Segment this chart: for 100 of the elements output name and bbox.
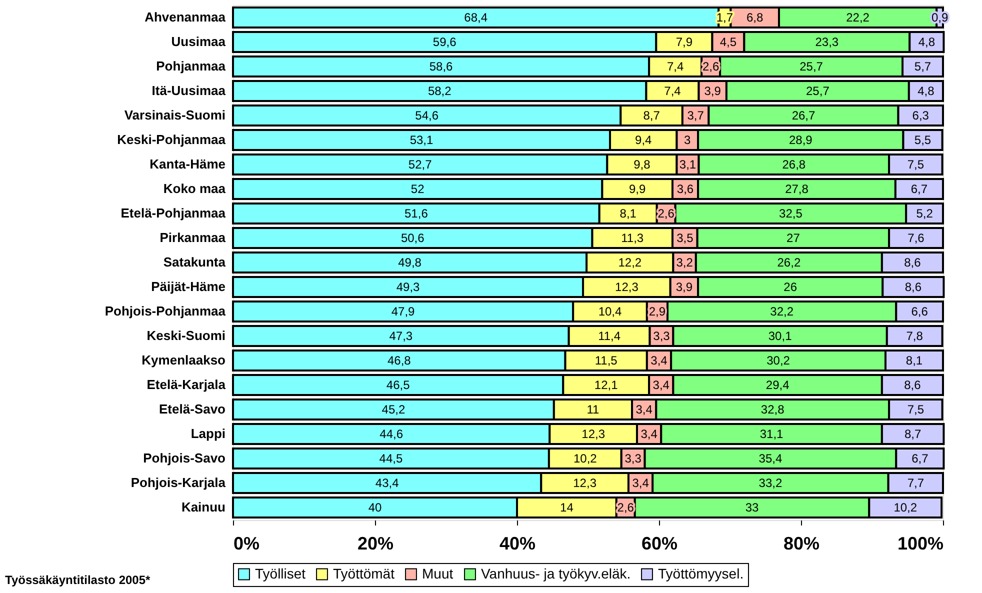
data-label: 7,6 xyxy=(908,231,925,245)
data-label: 12,3 xyxy=(615,280,639,294)
data-label: 12,2 xyxy=(618,256,642,270)
data-label: 2,6 xyxy=(658,206,675,220)
data-label: 45,2 xyxy=(382,402,406,417)
data-label: 8,7 xyxy=(643,108,660,122)
data-label: 3,2 xyxy=(676,256,694,270)
data-label: 9,4 xyxy=(635,133,652,147)
data-label: 46,5 xyxy=(386,378,410,392)
y-tick-label: Kainuu xyxy=(181,500,226,515)
data-label: 6,7 xyxy=(910,182,928,196)
data-label: 3,1 xyxy=(679,158,696,172)
data-label: 8,1 xyxy=(620,206,637,220)
x-tick-label: 40% xyxy=(499,534,536,554)
data-label: 49,3 xyxy=(396,280,420,294)
data-label: 3,9 xyxy=(704,84,722,98)
data-label: 33 xyxy=(745,500,760,515)
data-label: 5,2 xyxy=(916,206,934,220)
data-label: 8,6 xyxy=(904,256,922,270)
data-label: 29,4 xyxy=(766,378,790,392)
y-tick-label: Pohjois-Karjala xyxy=(130,475,226,490)
y-tick-label: Lappi xyxy=(190,426,226,442)
y-tick-label: Päijät-Häme xyxy=(151,279,226,294)
data-label: 11,5 xyxy=(594,354,618,368)
data-label: 33,2 xyxy=(758,476,782,490)
data-label: 51,6 xyxy=(404,206,428,220)
data-label: 8,6 xyxy=(904,280,922,294)
data-label: 7,4 xyxy=(664,84,682,98)
data-label: 32,8 xyxy=(760,402,785,417)
data-label: 12,1 xyxy=(594,378,618,392)
data-label: 40 xyxy=(368,500,382,515)
data-label: 5,5 xyxy=(914,133,932,147)
data-label: 11,3 xyxy=(621,231,644,245)
data-label: 53,1 xyxy=(410,133,434,147)
data-label: 30,2 xyxy=(766,354,790,368)
y-tick-label: Pohjois-Pohjanmaa xyxy=(104,304,226,318)
data-label: 3,4 xyxy=(636,402,653,417)
data-label: 58,6 xyxy=(429,59,454,74)
data-label: 50,6 xyxy=(400,231,425,245)
data-label: 27 xyxy=(786,231,800,245)
data-label: 4,5 xyxy=(720,34,737,49)
y-tick-label: Uusimaa xyxy=(171,34,226,49)
data-label: 3,4 xyxy=(632,476,650,490)
data-label: 7,5 xyxy=(907,402,924,417)
data-label: 6,6 xyxy=(911,304,928,318)
data-label: 3,4 xyxy=(650,354,668,368)
data-label: 11 xyxy=(586,402,600,417)
data-label: 27,8 xyxy=(785,182,809,196)
data-label: 26,2 xyxy=(777,256,801,270)
data-label: 28,9 xyxy=(788,133,813,147)
data-label: 8,7 xyxy=(904,427,922,442)
data-label: 6,3 xyxy=(912,108,930,122)
data-label: 5,7 xyxy=(914,59,932,74)
y-tick-label: Varsinais-Suomi xyxy=(124,107,226,122)
text: Työssäkäyntitilasto 2005* xyxy=(5,573,151,587)
data-label: 3,3 xyxy=(653,329,670,343)
data-label: 47,9 xyxy=(391,304,416,318)
data-label: 43,4 xyxy=(375,476,400,490)
data-label: 7,4 xyxy=(666,59,684,74)
y-tick-label: Keski-Suomi xyxy=(146,328,226,343)
data-label: 7,5 xyxy=(907,158,924,172)
x-tick-label: 0% xyxy=(234,534,260,554)
data-label: 3,6 xyxy=(676,182,694,196)
data-label: 7,7 xyxy=(907,476,924,490)
data-label: 59,6 xyxy=(432,34,457,49)
y-tick-label: Kymenlaakso xyxy=(142,352,226,368)
data-label: 22,2 xyxy=(846,10,870,24)
y-tick-label: Satakunta xyxy=(163,254,226,270)
data-label: 12,3 xyxy=(573,476,597,490)
data-label: 4,8 xyxy=(918,34,936,49)
legend-label: Muut xyxy=(422,565,454,582)
y-tick-label: Itä-Uusimaa xyxy=(152,82,226,98)
y-tick-label: Etelä-Karjala xyxy=(146,377,226,392)
x-tick-label: 60% xyxy=(641,534,678,554)
data-label: 47,3 xyxy=(389,329,413,343)
data-label: 52,7 xyxy=(408,158,432,172)
data-label: 10,4 xyxy=(598,304,622,318)
data-label: 25,7 xyxy=(800,59,824,74)
x-tick-label: 20% xyxy=(357,534,394,554)
data-label: 32,2 xyxy=(770,304,794,318)
data-label: 58,2 xyxy=(428,84,452,98)
y-tick-label: Ahvenanmaa xyxy=(144,9,226,24)
data-label: 26,7 xyxy=(792,108,816,122)
data-label: 32,5 xyxy=(779,206,803,220)
y-tick-label: Kanta-Häme xyxy=(150,156,226,172)
y-tick-label: Etelä-Savo xyxy=(159,402,226,417)
data-label: 2,9 xyxy=(648,304,666,318)
data-label: 8,6 xyxy=(904,378,922,392)
data-label: 44,5 xyxy=(379,452,403,466)
y-tick-label: Etelä-Pohjanmaa xyxy=(120,206,226,220)
data-label: 10,2 xyxy=(573,452,598,466)
legend-label: Työlliset xyxy=(255,565,306,582)
y-tick-label: Pohjois-Savo xyxy=(143,450,226,466)
data-label: 9,8 xyxy=(634,158,651,172)
y-tick-label: Pirkanmaa xyxy=(160,230,226,245)
data-label: 54,6 xyxy=(415,108,439,122)
x-tick-label: 100% xyxy=(897,534,944,554)
data-label: 49,8 xyxy=(398,256,422,270)
data-label: 44,6 xyxy=(380,427,404,442)
data-label: 12,3 xyxy=(582,427,606,442)
